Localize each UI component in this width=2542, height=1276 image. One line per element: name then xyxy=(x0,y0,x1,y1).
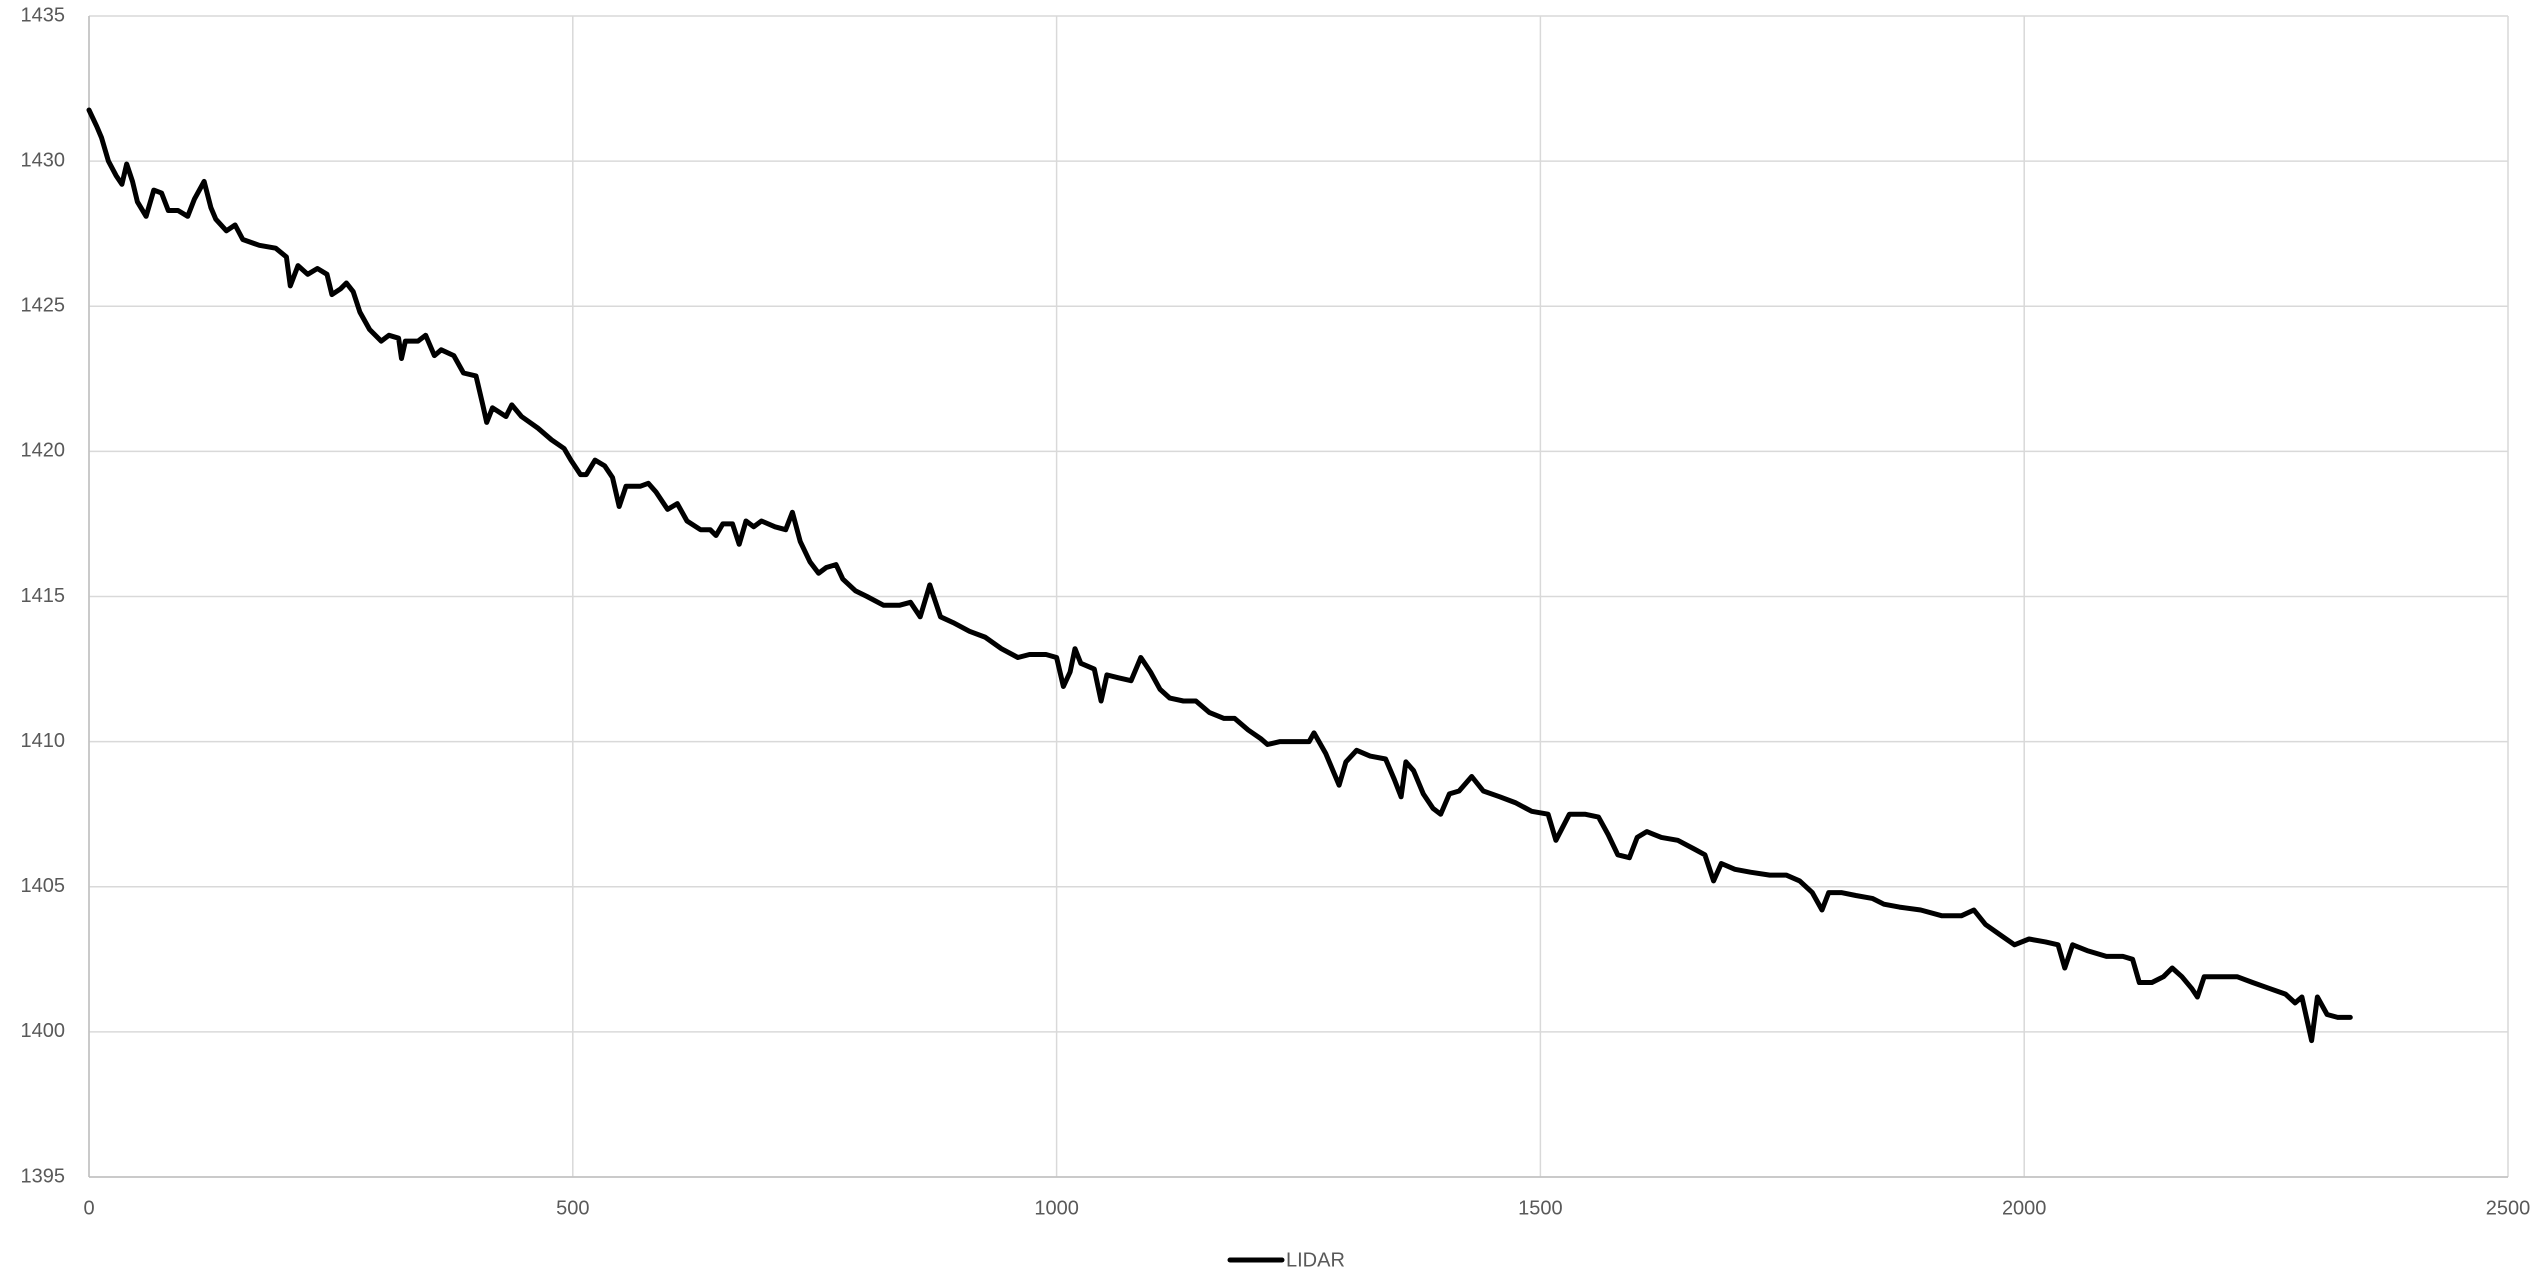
x-tick-label: 2500 xyxy=(2486,1197,2531,1219)
y-tick-label: 1405 xyxy=(21,875,66,897)
legend-label: LIDAR xyxy=(1286,1249,1345,1271)
y-tick-label: 1415 xyxy=(21,585,66,607)
x-tick-label: 0 xyxy=(83,1197,94,1219)
x-tick-label: 1000 xyxy=(1034,1197,1079,1219)
y-tick-label: 1400 xyxy=(21,1020,66,1042)
y-tick-label: 1435 xyxy=(21,4,66,26)
y-tick-label: 1395 xyxy=(21,1165,66,1187)
x-tick-label: 500 xyxy=(556,1197,589,1219)
y-tick-label: 1420 xyxy=(21,440,66,462)
x-tick-label: 2000 xyxy=(2002,1197,2047,1219)
y-tick-label: 1425 xyxy=(21,295,66,317)
data-line xyxy=(86,107,2353,1044)
x-tick-label: 1500 xyxy=(1518,1197,1563,1219)
y-tick-label: 1430 xyxy=(21,149,66,171)
y-tick-label: 1410 xyxy=(21,730,66,752)
